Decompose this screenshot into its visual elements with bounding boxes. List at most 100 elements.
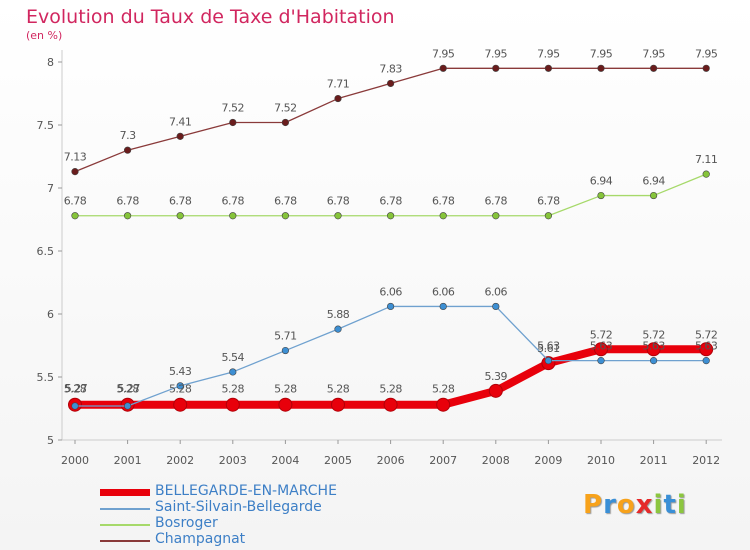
data-label: 5.88: [327, 308, 350, 321]
data-point-1: [71, 402, 79, 410]
data-point-2: [387, 212, 395, 220]
data-point-2: [702, 170, 710, 178]
data-label: 6.94: [590, 175, 613, 188]
legend-item-bosroger: Bosroger: [100, 515, 420, 533]
data-label: 5.61: [537, 342, 560, 355]
data-label: 7.95: [642, 47, 665, 60]
data-point-1: [281, 346, 290, 355]
x-tick-label: 2001: [114, 454, 142, 467]
data-point-2: [597, 191, 605, 200]
chart-title: Evolution du Taux de Taxe d'Habitation: [26, 6, 395, 28]
data-label: 5.28: [432, 383, 455, 396]
x-tick-label: 2000: [61, 454, 89, 467]
data-label: 5.63: [590, 340, 613, 353]
data-point-bellegarde: [278, 397, 293, 412]
legend-label-champagnat: Champagnat: [155, 531, 246, 547]
data-point-1: [123, 402, 132, 410]
x-tick-label: 2002: [166, 454, 194, 467]
data-point-2: [281, 212, 290, 220]
logo-letter: r: [603, 490, 617, 520]
legend-swatch-bosroger: [100, 524, 150, 526]
y-tick-label: 8: [47, 56, 54, 69]
data-point-2: [649, 191, 658, 200]
data-label: 5.28: [274, 383, 297, 396]
legend-swatch-champagnat: [100, 540, 150, 542]
data-label: 5.54: [222, 351, 245, 364]
logo-letter: t: [663, 490, 677, 520]
y-tick-label: 6: [47, 308, 54, 321]
data-label: 7.52: [274, 101, 297, 114]
data-label: 7.95: [432, 47, 455, 60]
x-tick-label: 2004: [271, 454, 299, 467]
data-label: 5.27: [65, 382, 88, 395]
data-point-1: [229, 368, 237, 376]
data-point-bellegarde: [488, 383, 503, 398]
logo-letter: x: [635, 490, 654, 520]
data-label: 5.63: [537, 340, 560, 353]
data-point-bellegarde: [594, 342, 608, 357]
data-point-2: [176, 212, 184, 220]
x-tick-label: 2008: [482, 454, 510, 467]
data-label: 7.95: [485, 47, 508, 60]
data-label: 7.95: [695, 47, 718, 60]
data-label: 6.78: [327, 195, 350, 208]
data-label: 5.39: [485, 370, 508, 383]
data-label: 5.63: [695, 340, 718, 353]
data-label: 7.13: [64, 151, 87, 164]
data-point-3: [123, 146, 132, 154]
y-tick-label: 7.5: [37, 119, 55, 132]
data-point-bellegarde: [699, 342, 714, 357]
data-point-2: [439, 212, 447, 220]
data-point-3: [71, 168, 79, 176]
data-point-bellegarde: [225, 397, 240, 412]
legend: BELLEGARDE-EN-MARCHE Saint-Silvain-Belle…: [100, 483, 420, 549]
data-label: 5.43: [169, 365, 192, 378]
data-label: 5.28: [379, 383, 402, 396]
data-label: 5.28: [222, 383, 245, 396]
data-label: 6.78: [274, 195, 297, 208]
data-label: 6.94: [642, 175, 665, 188]
x-tick-label: 2012: [692, 454, 720, 467]
data-point-3: [334, 94, 342, 103]
data-point-2: [229, 212, 237, 220]
data-label: 5.63: [642, 340, 665, 353]
legend-label-bosroger: Bosroger: [155, 515, 218, 531]
data-point-2: [71, 212, 79, 220]
data-label: 7.71: [327, 78, 350, 91]
logo-letter: i: [653, 490, 664, 520]
x-tick-label: 2009: [534, 454, 562, 467]
data-point-3: [229, 118, 237, 127]
data-point-2: [123, 212, 132, 220]
data-point-3: [649, 64, 658, 72]
legend-item-saint-silvain: Saint-Silvain-Bellegarde: [100, 499, 420, 517]
data-label: 6.78: [64, 195, 87, 208]
data-point-1: [544, 357, 553, 365]
data-point-1: [492, 302, 500, 311]
logo-letter: P: [583, 490, 604, 520]
data-label: 6.78: [116, 195, 139, 208]
data-label: 5.27: [117, 382, 140, 395]
data-label: 7.52: [222, 101, 245, 114]
logo-letter: i: [676, 490, 687, 520]
x-tick-label: 2003: [219, 454, 247, 467]
legend-item-bellegarde: BELLEGARDE-EN-MARCHE: [100, 483, 420, 501]
data-label: 6.78: [379, 195, 402, 208]
x-tick-label: 2006: [377, 454, 405, 467]
data-label: 6.06: [485, 285, 508, 298]
data-label: 6.78: [485, 195, 508, 208]
y-tick-label: 5: [47, 434, 54, 447]
y-tick-label: 6.5: [37, 245, 55, 258]
data-point-bellegarde: [383, 397, 398, 412]
data-point-2: [492, 212, 500, 220]
data-point-1: [387, 302, 395, 311]
legend-swatch-saint-silvain: [100, 508, 150, 510]
legend-label-saint-silvain: Saint-Silvain-Bellegarde: [155, 499, 322, 515]
logo-letter: o: [616, 490, 636, 520]
data-label: 7.95: [537, 47, 560, 60]
data-point-2: [334, 212, 342, 220]
legend-swatch-bellegarde: [100, 489, 150, 496]
x-tick-label: 2011: [640, 454, 668, 467]
data-point-1: [597, 357, 605, 365]
y-tick-label: 5.5: [37, 371, 55, 384]
